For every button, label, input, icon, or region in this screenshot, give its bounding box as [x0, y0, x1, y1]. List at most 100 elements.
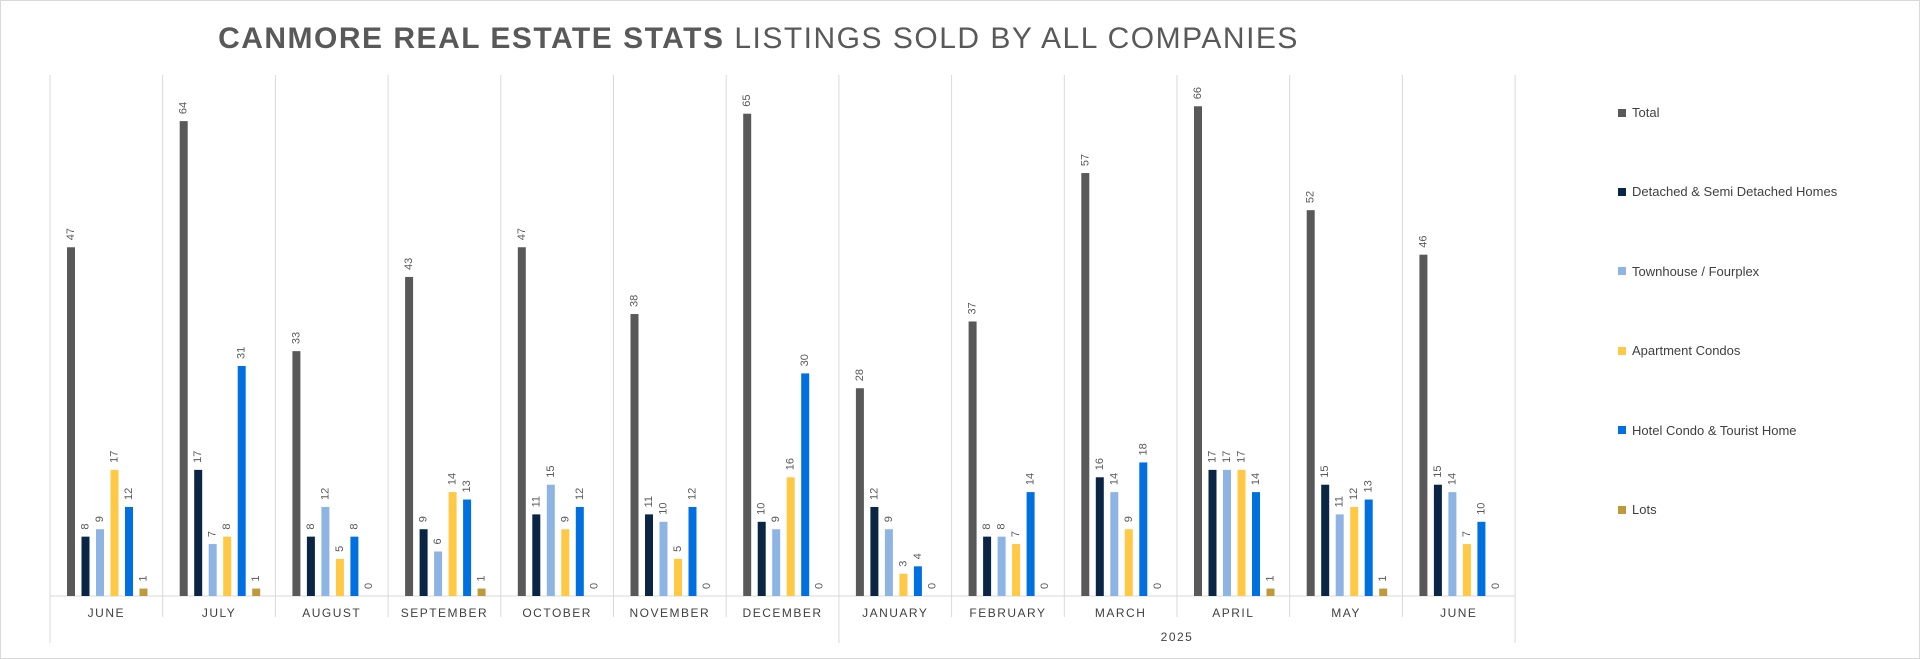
bar: [292, 351, 301, 596]
data-label: 17: [1221, 451, 1233, 463]
bar: [913, 566, 922, 596]
bar: [237, 365, 246, 596]
bar: [1139, 462, 1148, 596]
legend-item: Total: [1618, 105, 1659, 120]
category-label: JANUARY: [862, 606, 928, 620]
data-label: 33: [290, 332, 302, 344]
data-label: 15: [1432, 465, 1444, 477]
data-label: 16: [785, 458, 797, 470]
chart-title-bold: CANMORE REAL ESTATE STATS: [218, 22, 725, 55]
data-label: 10: [756, 503, 768, 515]
data-label: 47: [65, 228, 77, 240]
data-label: 15: [545, 465, 557, 477]
bar: [1306, 210, 1315, 596]
bar: [139, 588, 148, 596]
data-label: 10: [658, 503, 670, 515]
data-label: 7: [207, 531, 219, 537]
bar: [208, 544, 217, 596]
data-label: 66: [1192, 87, 1204, 99]
bar: [1350, 506, 1359, 596]
data-label: 0: [701, 583, 713, 589]
data-label: 17: [1236, 451, 1248, 463]
legend-swatch: [1618, 267, 1626, 276]
data-label: 18: [1137, 443, 1149, 455]
data-label: 57: [1079, 154, 1091, 166]
bar: [743, 113, 752, 596]
data-label: 14: [1108, 473, 1120, 485]
bar: [223, 536, 232, 596]
bar: [757, 521, 766, 596]
data-label: 43: [403, 258, 415, 270]
legend-swatch: [1618, 505, 1626, 514]
bar: [1124, 529, 1133, 596]
data-label: 64: [178, 102, 190, 114]
legend-item: Hotel Condo & Tourist Home: [1618, 423, 1797, 438]
data-label: 3: [897, 561, 909, 567]
bar: [1110, 492, 1119, 596]
data-label: 9: [770, 516, 782, 522]
data-label: 8: [996, 524, 1008, 530]
legend-label: Apartment Condos: [1632, 343, 1741, 359]
bar: [561, 529, 570, 596]
bar: [645, 514, 653, 596]
bar: [899, 573, 908, 596]
data-label: 8: [80, 524, 92, 530]
category-label: DECEMBER: [743, 606, 823, 620]
data-label: 1: [1377, 575, 1389, 581]
data-label: 28: [854, 369, 866, 381]
bar: [997, 536, 1006, 596]
data-label: 30: [799, 354, 811, 366]
data-label: 11: [643, 496, 655, 507]
data-label: 12: [687, 488, 699, 500]
legend-item: Lots: [1618, 502, 1657, 517]
data-label: 65: [741, 94, 753, 106]
bar: [870, 506, 879, 596]
bar: [67, 247, 75, 596]
data-label: 14: [1025, 473, 1037, 485]
bar: [1462, 544, 1471, 596]
bar: [674, 558, 682, 596]
data-label: 52: [1305, 191, 1317, 203]
data-label: 5: [334, 546, 346, 552]
category-label: NOVEMBER: [630, 606, 711, 620]
data-label: 46: [1417, 235, 1429, 247]
bar: [1252, 492, 1260, 596]
bar: [434, 551, 443, 596]
data-label: 4: [912, 553, 924, 559]
data-label: 8: [305, 524, 317, 530]
bar: [772, 529, 781, 596]
legend-swatch: [1618, 426, 1626, 435]
legend-label: Total: [1632, 105, 1660, 120]
bar: [110, 469, 119, 596]
data-label: 1: [1265, 575, 1277, 581]
bar: [252, 588, 261, 596]
bar: [517, 247, 526, 596]
bar: [1095, 477, 1104, 596]
data-label: 17: [1207, 451, 1219, 463]
data-label: 9: [883, 516, 895, 522]
year-group-label: 2025: [1161, 630, 1194, 644]
data-label: 12: [319, 488, 331, 500]
data-label: 37: [967, 302, 979, 314]
category-label: MAY: [1331, 606, 1361, 620]
category-label: JULY: [202, 606, 236, 620]
data-label: 0: [926, 583, 938, 589]
bar: [786, 477, 795, 596]
bar: [1379, 588, 1388, 596]
bar: [546, 484, 555, 596]
data-label: 9: [94, 516, 106, 522]
bar: [1223, 469, 1231, 596]
legend-label: Detached & Semi Detached Homes: [1632, 184, 1838, 200]
category-label: AUGUST: [302, 606, 361, 620]
chart-title: CANMORE REAL ESTATE STATS LISTINGS SOLD …: [0, 22, 1517, 56]
category-label: SEPTEMBER: [401, 606, 489, 620]
bar: [194, 469, 203, 596]
data-label: 47: [516, 228, 528, 240]
bar: [1448, 492, 1457, 596]
bar: [306, 536, 315, 596]
bar: [448, 492, 457, 596]
bar: [1419, 254, 1428, 596]
data-label: 12: [868, 488, 880, 500]
data-label: 13: [1363, 480, 1375, 492]
